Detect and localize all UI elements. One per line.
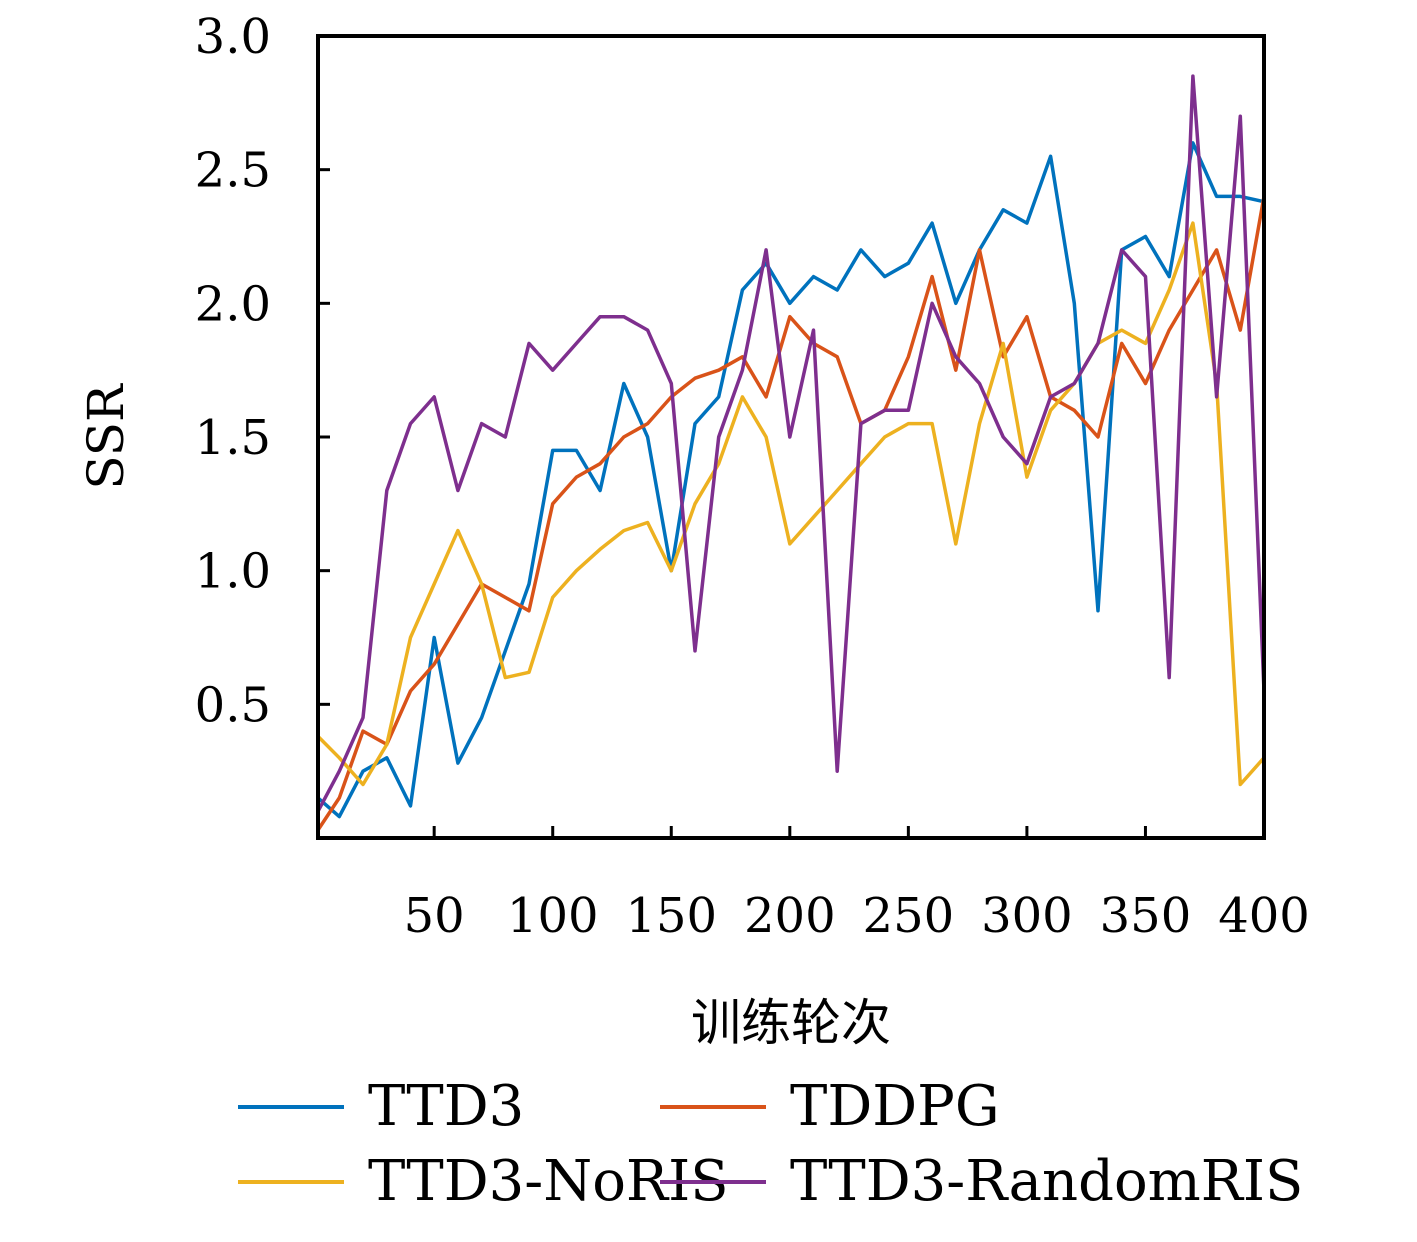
legend-item-2: TTD3-NoRIS (238, 1149, 729, 1214)
series-layer (316, 74, 1266, 832)
y-tick-label: 1.0 (195, 544, 271, 600)
y-tick-label: 3.0 (195, 9, 271, 65)
series-line-2 (316, 221, 1266, 787)
x-tick-label: 200 (744, 888, 836, 944)
legend-item-0: TTD3 (238, 1074, 524, 1139)
series-line-0 (316, 141, 1266, 819)
y-axis-label: SSR (77, 383, 135, 490)
legend: TTD3 TDDPG TTD3-NoRIS TTD3-RandomRIS (238, 1074, 1303, 1214)
legend-label: TDDPG (790, 1074, 1000, 1139)
x-tick-label: 250 (863, 888, 955, 944)
x-axis-label: 训练轮次 (691, 994, 891, 1052)
series-line-1 (316, 194, 1266, 832)
legend-item-1: TDDPG (660, 1074, 1000, 1139)
x-tick-label: 150 (625, 888, 717, 944)
legend-label: TTD3-RandomRIS (790, 1149, 1303, 1214)
legend-label: TTD3 (368, 1074, 524, 1139)
x-tick-label: 300 (981, 888, 1073, 944)
x-tick-label: 350 (1100, 888, 1192, 944)
y-tick-label: 0.5 (195, 677, 271, 733)
y-tick-label: 2.5 (195, 143, 271, 199)
x-tick-label: 50 (404, 888, 465, 944)
tick-layer: 50 100 150 200 250 300 350 400 0.5 1.0 1.5 2.0 2.5 3.… (195, 9, 1310, 944)
x-tick-label: 400 (1218, 888, 1310, 944)
series-line-3 (316, 74, 1266, 814)
y-tick-label: 1.5 (195, 410, 271, 466)
legend-item-3: TTD3-RandomRIS (660, 1149, 1303, 1214)
x-tick-label: 100 (507, 888, 599, 944)
y-tick-label: 2.0 (195, 276, 271, 332)
